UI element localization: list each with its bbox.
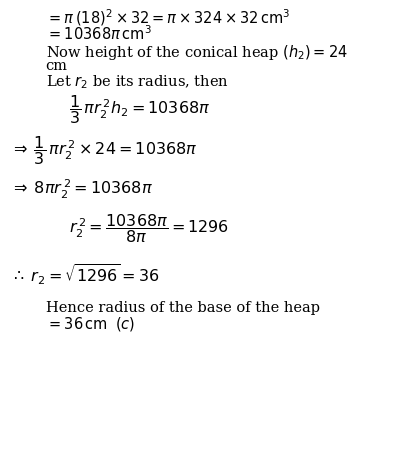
Text: Now height of the conical heap $(h_2) = 24$: Now height of the conical heap $(h_2) = … — [46, 43, 347, 62]
Text: cm: cm — [46, 60, 68, 73]
Text: $\dfrac{1}{3}\,\pi r_2^{\,2} h_2 = 10368\pi$: $\dfrac{1}{3}\,\pi r_2^{\,2} h_2 = 10368… — [69, 93, 211, 126]
Text: $= \pi\,(18)^2 \times 32 = \pi \times 324 \times 32\,\mathrm{cm}^3$: $= \pi\,(18)^2 \times 32 = \pi \times 32… — [46, 7, 290, 28]
Text: $= 36\,\mathrm{cm}\;\;(c)$: $= 36\,\mathrm{cm}\;\;(c)$ — [46, 315, 135, 333]
Text: $\therefore\;r_2 = \sqrt{1296} = 36$: $\therefore\;r_2 = \sqrt{1296} = 36$ — [10, 262, 159, 287]
Text: $\Rightarrow\;8\pi r_2^{\,2} = 10368\pi$: $\Rightarrow\;8\pi r_2^{\,2} = 10368\pi$ — [10, 178, 153, 201]
Text: $r_2^{\,2} = \dfrac{10368\pi}{8\pi} = 1296$: $r_2^{\,2} = \dfrac{10368\pi}{8\pi} = 12… — [69, 213, 229, 245]
Text: Hence radius of the base of the heap: Hence radius of the base of the heap — [46, 301, 320, 315]
Text: $= 10368\pi\,\mathrm{cm}^3$: $= 10368\pi\,\mathrm{cm}^3$ — [46, 24, 151, 43]
Text: $\Rightarrow\;\dfrac{1}{3}\,\pi r_2^{\,2} \times 24 = 10368\pi$: $\Rightarrow\;\dfrac{1}{3}\,\pi r_2^{\,2… — [10, 134, 198, 167]
Text: Let $r_2$ be its radius, then: Let $r_2$ be its radius, then — [46, 74, 228, 91]
